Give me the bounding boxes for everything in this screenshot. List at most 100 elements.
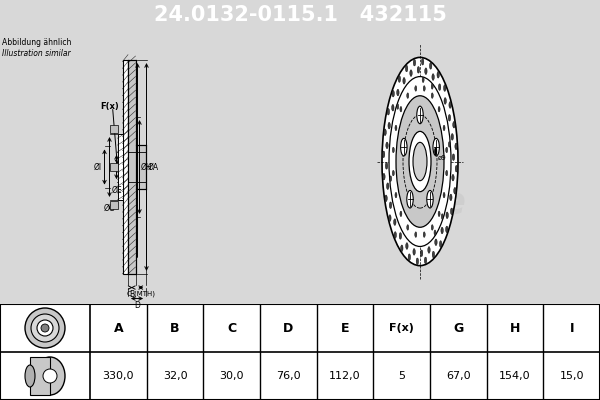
Text: 67,0: 67,0: [446, 371, 470, 381]
Circle shape: [398, 76, 401, 82]
Ellipse shape: [35, 357, 65, 395]
Text: 112,0: 112,0: [329, 371, 361, 381]
Circle shape: [439, 241, 442, 247]
Text: Abbildung ähnlich: Abbildung ähnlich: [2, 38, 71, 47]
Circle shape: [453, 122, 455, 128]
Circle shape: [401, 138, 407, 156]
Circle shape: [448, 114, 451, 121]
Circle shape: [452, 154, 455, 160]
Circle shape: [434, 230, 436, 236]
Circle shape: [409, 131, 431, 192]
Text: 24.0132-0115.1   432115: 24.0132-0115.1 432115: [154, 5, 446, 25]
Text: 154,0: 154,0: [499, 371, 531, 381]
Text: G: G: [453, 322, 463, 334]
Circle shape: [413, 59, 416, 66]
Circle shape: [441, 214, 443, 219]
Circle shape: [392, 90, 394, 97]
Circle shape: [403, 78, 405, 84]
Circle shape: [385, 162, 388, 169]
Text: F(x): F(x): [101, 102, 119, 111]
Circle shape: [423, 86, 425, 91]
Circle shape: [449, 102, 451, 108]
Circle shape: [446, 226, 448, 233]
Circle shape: [422, 77, 424, 82]
Circle shape: [443, 85, 446, 91]
Circle shape: [443, 125, 445, 131]
Circle shape: [389, 202, 392, 208]
Circle shape: [392, 170, 394, 176]
Circle shape: [423, 232, 425, 237]
Circle shape: [407, 93, 409, 98]
Circle shape: [443, 192, 445, 198]
Bar: [110, 124, 118, 133]
Text: C: C: [227, 322, 236, 334]
Circle shape: [417, 106, 423, 124]
Text: E: E: [341, 322, 349, 334]
Circle shape: [433, 138, 439, 156]
Circle shape: [388, 122, 391, 129]
Circle shape: [396, 96, 444, 227]
Text: B: B: [129, 290, 134, 299]
Circle shape: [454, 188, 456, 194]
Circle shape: [438, 106, 440, 112]
Circle shape: [415, 232, 417, 237]
Circle shape: [389, 76, 451, 246]
Text: 330,0: 330,0: [103, 371, 134, 381]
Circle shape: [434, 147, 437, 155]
Circle shape: [427, 190, 433, 208]
Text: A: A: [113, 322, 123, 334]
Text: ø9: ø9: [438, 155, 447, 161]
Circle shape: [430, 62, 432, 69]
Circle shape: [432, 251, 434, 258]
Circle shape: [386, 183, 389, 190]
Circle shape: [437, 72, 439, 78]
Circle shape: [37, 320, 53, 336]
Text: D: D: [283, 322, 293, 334]
Text: I: I: [569, 322, 574, 334]
Circle shape: [413, 142, 427, 181]
Circle shape: [435, 239, 437, 246]
Circle shape: [421, 58, 424, 65]
Circle shape: [431, 225, 433, 230]
Circle shape: [385, 195, 387, 202]
Circle shape: [407, 190, 413, 208]
Circle shape: [446, 170, 448, 176]
Circle shape: [416, 258, 419, 264]
Circle shape: [413, 248, 415, 255]
Circle shape: [431, 93, 433, 98]
Text: ØA: ØA: [148, 162, 158, 172]
Bar: [118, 134, 122, 200]
Circle shape: [449, 194, 452, 201]
Text: 5: 5: [398, 371, 405, 381]
Bar: [30, 357, 50, 395]
Circle shape: [446, 212, 448, 218]
Circle shape: [428, 247, 430, 253]
Text: Ate: Ate: [394, 184, 467, 222]
Bar: [122, 60, 128, 274]
Circle shape: [452, 174, 454, 181]
Circle shape: [384, 129, 386, 136]
Circle shape: [397, 89, 399, 96]
Circle shape: [387, 108, 389, 115]
Circle shape: [446, 147, 448, 153]
Circle shape: [382, 151, 385, 158]
Circle shape: [425, 68, 427, 74]
Circle shape: [444, 98, 446, 104]
Text: ØG: ØG: [104, 204, 115, 213]
Circle shape: [389, 215, 391, 221]
Bar: [110, 163, 118, 171]
Text: ØI: ØI: [94, 162, 101, 172]
Text: F(x): F(x): [389, 323, 414, 333]
Circle shape: [406, 65, 408, 72]
Circle shape: [431, 84, 433, 89]
Circle shape: [407, 225, 409, 230]
Circle shape: [394, 219, 396, 225]
Circle shape: [397, 104, 399, 109]
Text: 76,0: 76,0: [276, 371, 301, 381]
Bar: [136, 145, 146, 189]
Circle shape: [410, 70, 412, 76]
Circle shape: [43, 369, 57, 383]
Circle shape: [382, 57, 458, 266]
Text: D: D: [134, 301, 140, 310]
Circle shape: [386, 142, 388, 149]
